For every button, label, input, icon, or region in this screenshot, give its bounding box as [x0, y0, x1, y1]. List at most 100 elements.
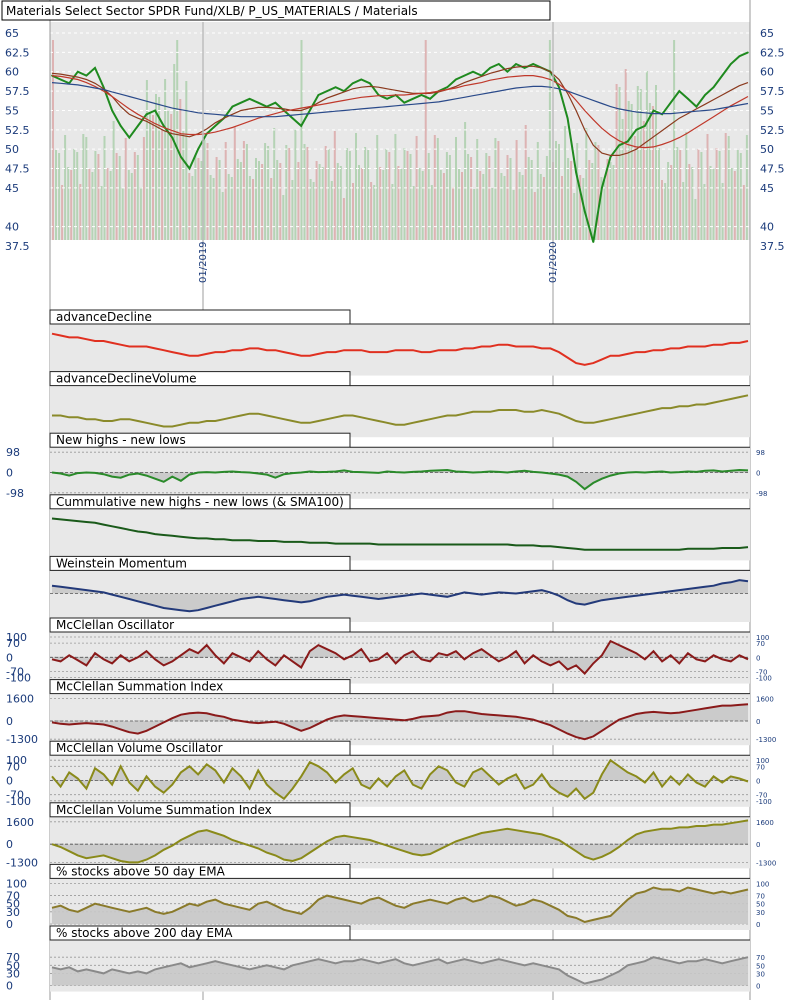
volume-bar [339, 166, 342, 240]
volume-bar [594, 142, 597, 240]
volume-bar [545, 156, 548, 240]
panel-weinstein-momentum: Weinstein Momentum [49, 555, 750, 622]
volume-bar [94, 151, 97, 240]
panel-advance-decline-volume: advanceDeclineVolume [49, 371, 750, 438]
volume-bar [342, 198, 345, 240]
volume-bar [724, 133, 727, 240]
volume-bar [591, 163, 594, 240]
volume-bar [345, 148, 348, 240]
price-point [77, 70, 79, 73]
volume-bar [482, 174, 485, 240]
volume-bar [64, 135, 67, 240]
price-point [678, 90, 681, 92]
volume-bar [212, 178, 215, 240]
volume-bar [79, 184, 82, 240]
price-point [566, 117, 569, 119]
price-point [248, 98, 251, 100]
volume-bar [306, 147, 309, 240]
volume-bar [561, 176, 563, 240]
panel-y-tick-left: 70 [6, 637, 20, 650]
panel-y-tick-right: -1300 [756, 736, 776, 744]
volume-bar [455, 137, 457, 240]
volume-bar [300, 40, 303, 240]
chart-title: Materials Select Sector SPDR Fund/XLB/ P… [6, 4, 418, 18]
price-point [738, 55, 741, 57]
panel-title-box [49, 740, 351, 756]
volume-bar [370, 182, 373, 240]
volume-bar [500, 173, 503, 240]
price-point [137, 125, 139, 127]
volume-bar [588, 160, 591, 240]
volume-bar [421, 171, 424, 240]
panel-y-tick-left: 70 [6, 951, 20, 964]
price-point [583, 210, 586, 212]
volume-bar [618, 87, 621, 240]
volume-bar [367, 150, 370, 240]
volume-bar [742, 185, 745, 240]
price-point [94, 67, 96, 69]
price-point [197, 148, 199, 150]
volume-bar [718, 151, 721, 240]
volume-bar [361, 168, 364, 240]
volume-bar [736, 150, 739, 240]
price-point [532, 63, 534, 65]
y-tick-label-left: 52.5 [5, 124, 30, 137]
volume-bar [194, 155, 197, 240]
volume-bar [145, 80, 148, 240]
volume-bar [397, 166, 400, 240]
panel-y-tick-right: 0 [756, 921, 760, 929]
volume-bar [215, 157, 218, 240]
price-point [747, 51, 749, 54]
panel-cumulative-new-highs-lows: Cummulative new highs - new lows (& SMA1… [49, 494, 750, 561]
volume-bar [409, 154, 412, 240]
volume-bar [309, 179, 312, 240]
volume-bar [161, 129, 164, 240]
price-point [369, 82, 371, 85]
panel-title: advanceDecline [56, 310, 152, 324]
panel-title-box [49, 555, 351, 571]
volume-bar [376, 135, 379, 240]
price-axis-ticks: 65 65 62.5 62.5 60 60 57.5 57.5 55 55 52.5 52.5 50 50… [5, 27, 785, 253]
price-gridlines [50, 32, 750, 247]
panel-y-tick-left: 0 [6, 980, 13, 993]
panel-y-tick-left: 98 [6, 446, 20, 459]
volume-bar [245, 144, 248, 240]
volume-bar [606, 159, 609, 240]
panel-y-tick-right: -100 [756, 675, 772, 683]
panel-y-tick-left: 50 [6, 898, 20, 911]
volume-bar [285, 145, 288, 240]
volume-bar [609, 162, 612, 240]
price-point [429, 98, 431, 100]
volume-bar [264, 143, 267, 240]
price-point [291, 117, 294, 119]
volume-bar [497, 141, 500, 240]
volume-bar [303, 144, 306, 240]
volume-bar [52, 40, 54, 240]
volume-bar [70, 170, 73, 240]
price-point [188, 167, 191, 170]
panel-title: McClellan Volume Summation Index [56, 803, 272, 817]
panel-y-tick-right: 100 [756, 634, 769, 642]
panel-y-tick-right: 30 [756, 909, 765, 917]
volume-bar [436, 138, 439, 240]
price-point [111, 109, 113, 112]
price-point [695, 105, 698, 108]
volume-bar [536, 142, 539, 240]
volume-bar [76, 152, 79, 240]
panel-y-tick-left: 0 [6, 467, 13, 480]
volume-bar [55, 150, 57, 240]
y-tick-label-left: 57.5 [5, 85, 30, 98]
volume-bar [394, 134, 397, 240]
panel-y-tick-left: 0 [6, 715, 13, 728]
volume-bar [479, 171, 482, 240]
panel-series-line [51, 886, 749, 924]
volume-bar [133, 152, 136, 240]
price-point [274, 101, 277, 104]
panel-y-tick-right: -1300 [756, 859, 776, 867]
volume-bar [97, 154, 100, 240]
volume-bar [558, 144, 560, 240]
panel-title: Cummulative new highs - new lows (& SMA1… [56, 495, 344, 509]
volume-bar [406, 151, 409, 240]
volume-bar [476, 139, 479, 240]
volume-bar [491, 188, 494, 240]
